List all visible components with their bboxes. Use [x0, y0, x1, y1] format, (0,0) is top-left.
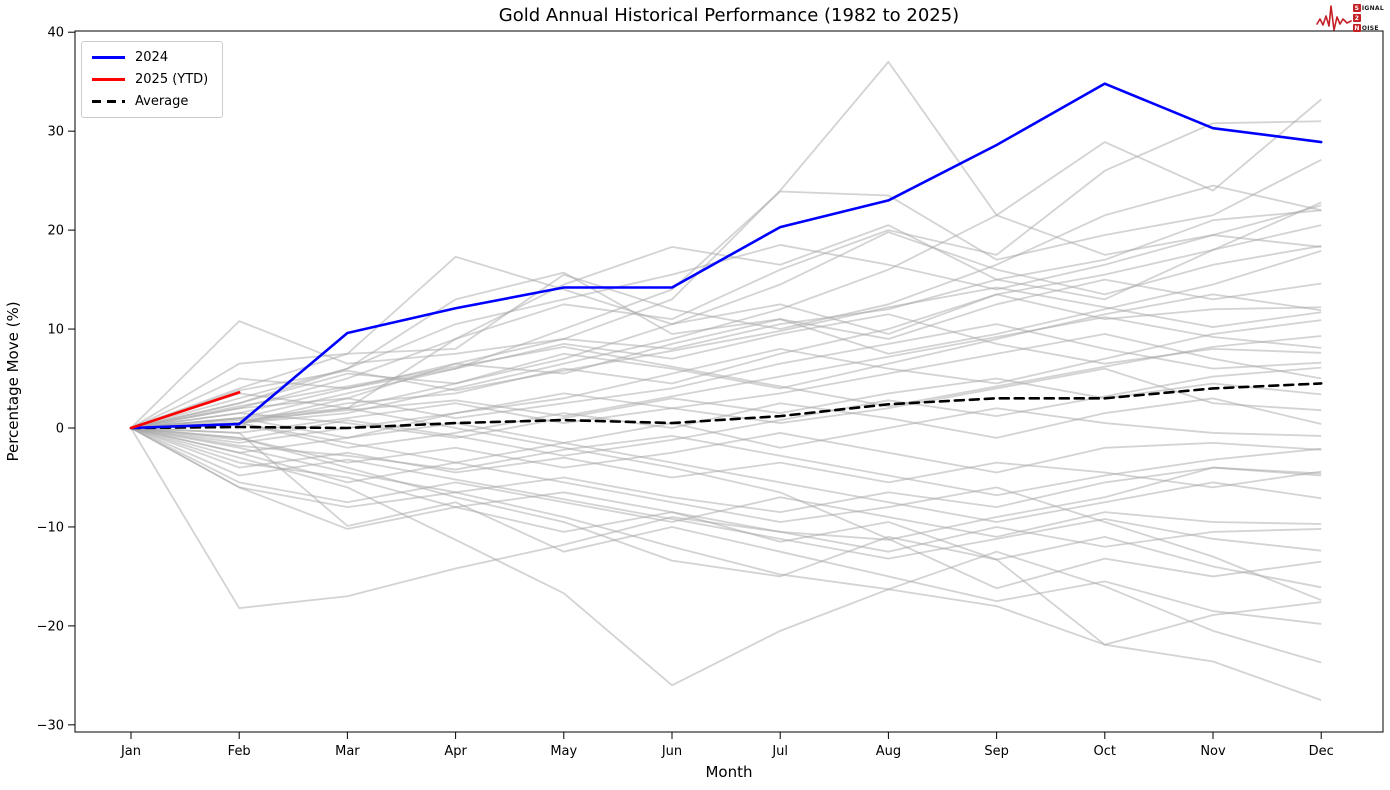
- legend-item-average: Average: [92, 94, 208, 109]
- historical-year-line: [130, 427, 1322, 497]
- logo-rest-oise: OISE: [1361, 24, 1379, 32]
- x-axis-tick-label: Jun: [661, 744, 682, 759]
- logo-badge-n: N: [1352, 24, 1361, 32]
- historical-year-line: [130, 120, 1322, 429]
- historical-year-line: [130, 278, 1322, 429]
- y-axis-tick-label: −30: [37, 718, 64, 733]
- historical-year-line: [130, 209, 1322, 429]
- y-axis-tick-label: 40: [47, 26, 64, 41]
- legend-line-sample-average: [92, 100, 125, 103]
- legend-label-average: Average: [135, 94, 189, 109]
- historical-year-line: [130, 286, 1322, 429]
- historical-year-line: [130, 427, 1322, 609]
- y-axis-tick-label: 30: [47, 125, 64, 140]
- historical-year-line: [130, 427, 1322, 514]
- y-axis-tick-label: 20: [47, 224, 64, 239]
- historical-year-line: [130, 335, 1322, 429]
- legend-item-2025: 2025 (YTD): [92, 72, 208, 87]
- historical-year-line: [130, 319, 1322, 439]
- x-axis-tick-label: Sep: [984, 744, 1009, 759]
- line-average: [129, 382, 1323, 430]
- signal2noise-logo: S IGNAL 2 N OISE: [1316, 3, 1384, 33]
- historical-year-line: [130, 316, 1322, 429]
- y-axis-tick-label: −20: [37, 619, 64, 634]
- x-axis-tick-label: Aug: [876, 744, 901, 759]
- x-axis-tick-label: Dec: [1309, 744, 1334, 759]
- x-axis-tick-label: Mar: [335, 744, 360, 759]
- legend-line-sample-2024: [92, 56, 125, 59]
- historical-year-line: [130, 427, 1322, 664]
- historical-year-line: [130, 184, 1322, 429]
- legend-label-2025: 2025 (YTD): [135, 72, 209, 87]
- x-axis-tick-label: Nov: [1200, 744, 1226, 759]
- historical-year-line: [130, 313, 1322, 429]
- y-axis-tick-label: 10: [47, 323, 64, 338]
- historical-year-line: [130, 407, 1322, 590]
- line-2025-ytd-: [129, 391, 241, 430]
- plot-border: [74, 30, 1384, 733]
- x-axis-label: Month: [705, 763, 752, 781]
- highlight-lines: [129, 82, 1323, 430]
- legend-label-2024: 2024: [135, 50, 169, 65]
- historical-year-line: [130, 366, 1322, 457]
- x-axis-tick-label: May: [550, 744, 577, 759]
- historical-year-line: [130, 224, 1322, 429]
- logo-text: S IGNAL 2 N OISE: [1352, 4, 1384, 33]
- historical-year-line: [130, 60, 1322, 429]
- logo-row-noise: N OISE: [1352, 24, 1384, 33]
- x-axis-tick-label: Jul: [771, 744, 788, 759]
- logo-badge-2: 2: [1352, 14, 1361, 22]
- chart-legend: 2024 2025 (YTD) Average: [81, 41, 224, 118]
- historical-year-lines: [130, 60, 1322, 701]
- historical-year-line: [130, 427, 1322, 523]
- logo-badge-s: S: [1352, 4, 1361, 12]
- historical-year-line: [130, 231, 1322, 429]
- historical-year-line: [130, 427, 1322, 560]
- historical-year-line: [130, 427, 1322, 474]
- line-2024: [129, 82, 1323, 430]
- ecg-waveform-icon: [1316, 5, 1352, 31]
- y-axis-tick-label: −10: [37, 520, 64, 535]
- historical-year-line: [130, 159, 1322, 429]
- historical-year-line: [130, 422, 1322, 602]
- historical-year-line: [130, 98, 1322, 429]
- historical-year-line: [130, 427, 1322, 589]
- historical-year-line: [130, 397, 1322, 449]
- logo-rest-ignal: IGNAL: [1361, 4, 1384, 12]
- y-axis-label: Percentage Move (%): [4, 301, 22, 461]
- historical-year-line: [130, 427, 1322, 489]
- x-axis-tick-label: Oct: [1094, 744, 1116, 759]
- chart-title: Gold Annual Historical Performance (1982…: [498, 5, 960, 26]
- legend-line-sample-2025: [92, 78, 125, 81]
- historical-year-line: [130, 427, 1322, 538]
- legend-item-2024: 2024: [92, 50, 208, 65]
- logo-row-signal: S IGNAL: [1352, 4, 1384, 13]
- x-axis-tick-label: Feb: [228, 744, 251, 759]
- y-axis-tick-label: 0: [56, 422, 64, 437]
- historical-year-line: [130, 427, 1322, 687]
- historical-year-line: [130, 427, 1322, 625]
- x-axis-tick-label: Jan: [120, 744, 141, 759]
- x-axis-tick-label: Apr: [444, 744, 467, 759]
- axes: −30 −20 −10 0 10 20 30 40 Jan Feb Mar Apr May Jun Jul A…: [4, 26, 1384, 781]
- historical-year-line: [130, 427, 1322, 553]
- logo-row-2: 2: [1352, 14, 1384, 23]
